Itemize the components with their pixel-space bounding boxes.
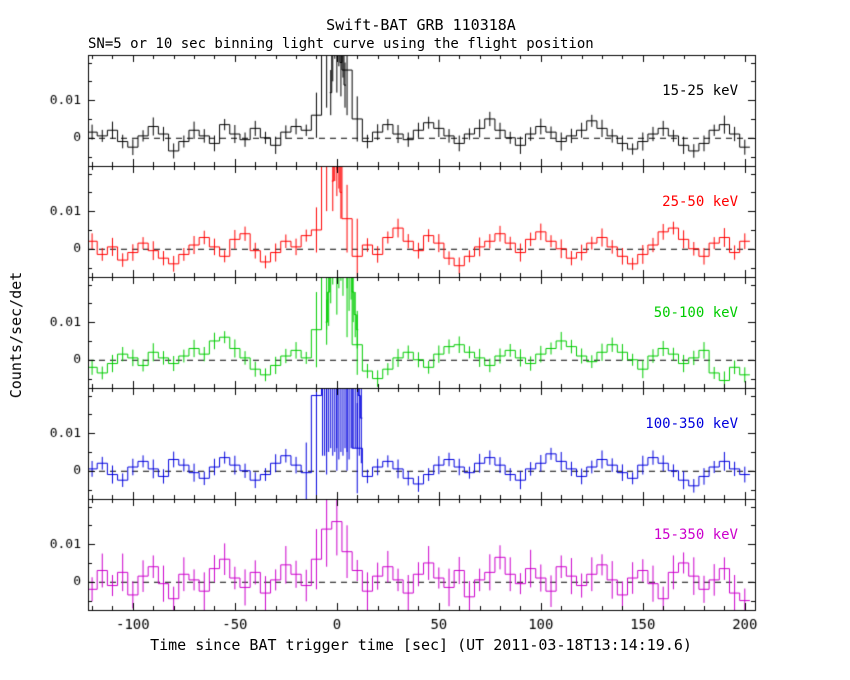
- panel-label-100-350-kev: 100-350 keV: [645, 416, 738, 432]
- panel-label-15-350-kev: 15-350 keV: [653, 527, 738, 543]
- panel-label-25-50-kev: 25-50 keV: [662, 194, 738, 210]
- chart-title: Swift-BAT GRB 110318A: [326, 16, 516, 34]
- y-axis-label: Counts/sec/det: [7, 271, 25, 399]
- panel-label-15-25-kev: 15-25 keV: [662, 83, 738, 99]
- panel-label-50-100-kev: 50-100 keV: [653, 305, 738, 321]
- x-axis-label: Time since BAT trigger time [sec] (UT 20…: [150, 636, 692, 654]
- chart-subtitle: SN=5 or 10 sec binning light curve using…: [88, 36, 594, 52]
